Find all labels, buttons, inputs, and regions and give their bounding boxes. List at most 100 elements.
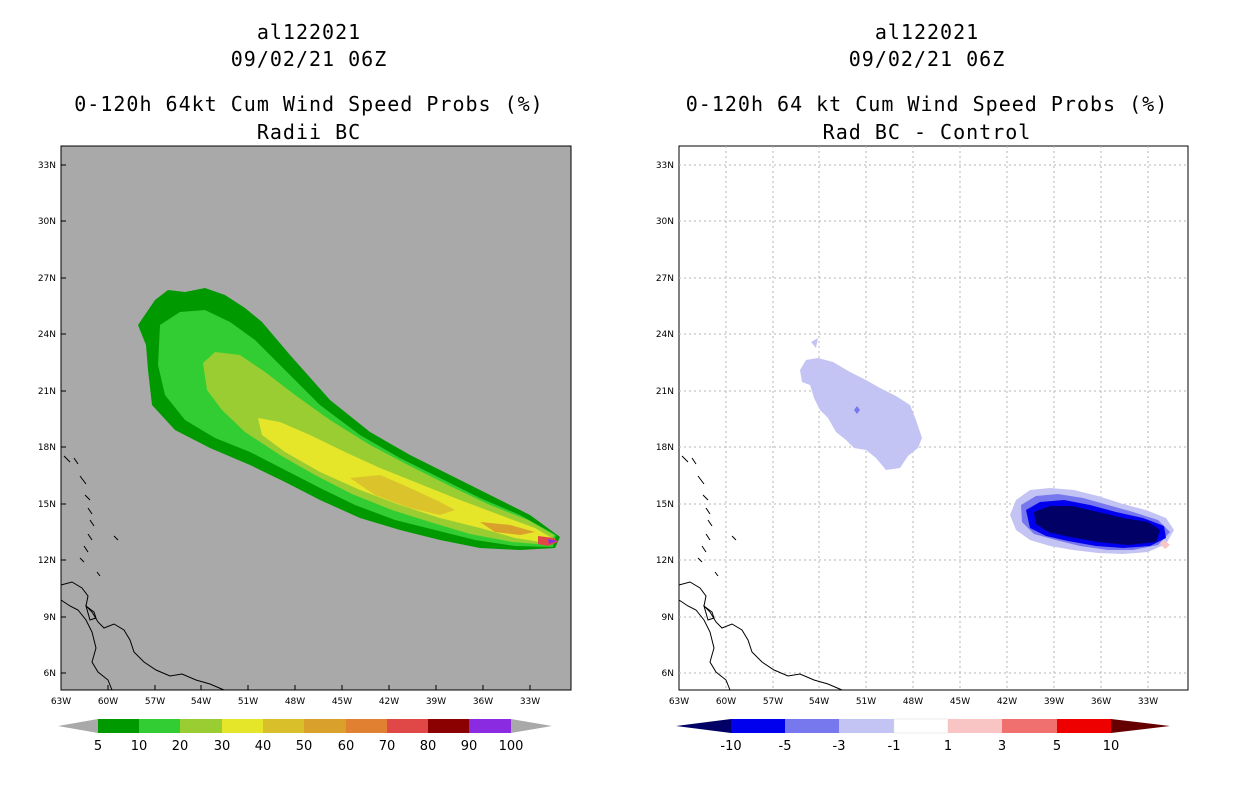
colorbar-box — [346, 719, 387, 733]
colorbar-box — [222, 719, 263, 733]
lat-labels: 33N 30N 27N 24N 21N 18N 15N 12N 9N 6N — [38, 161, 56, 679]
chart-title: 0-120h 64 kt Cum Wind Speed Probs (%) — [685, 92, 1169, 116]
lon-label: 39W — [426, 697, 446, 707]
colorbar-label: 60 — [338, 739, 355, 754]
lat-label: 12N — [38, 556, 56, 566]
chart-title: 0-120h 64kt Cum Wind Speed Probs (%) — [74, 92, 544, 116]
lat-label: 24N — [38, 330, 56, 340]
colorbar-label: 70 — [379, 739, 396, 754]
lon-label: 48W — [285, 697, 305, 707]
left-map-svg: 33N 30N 27N 24N 21N 18N 15N 12N 9N 6N 63… — [38, 145, 572, 754]
colorbar-box — [428, 719, 469, 733]
colorbar-box — [948, 719, 1002, 733]
lon-labels: 63W 60W 57W 54W 51W 48W 45W 42W 39W 36W … — [51, 697, 540, 707]
lon-label: 42W — [379, 697, 399, 707]
lon-label: 33W — [1138, 697, 1158, 707]
colorbar-label: 10 — [131, 739, 148, 754]
negative-region-northwest — [800, 358, 922, 470]
colorbar-label: 90 — [461, 739, 478, 754]
colorbar-box — [469, 719, 511, 733]
lon-label: 54W — [809, 697, 829, 707]
lat-label: 27N — [656, 274, 674, 284]
positive-speck — [1160, 540, 1170, 549]
colorbar-label: 50 — [296, 739, 313, 754]
right-map-svg: 33N 30N 27N 24N 21N 18N 15N 12N 9N 6N 63… — [656, 145, 1189, 754]
lon-label: 45W — [332, 697, 352, 707]
island-trinidad — [703, 604, 715, 621]
coast-south-america — [60, 581, 225, 691]
colorbar-label: 10 — [1103, 739, 1120, 754]
colorbar-label: 5 — [1053, 739, 1061, 754]
lon-labels: 63W 60W 57W 54W 51W 48W 45W 42W 39W 36W … — [669, 697, 1158, 707]
lon-label: 48W — [903, 697, 923, 707]
colorbar-label: -1 — [888, 739, 901, 754]
colorbar — [58, 719, 552, 733]
lat-label: 33N — [38, 161, 56, 171]
negative-dot — [854, 406, 860, 414]
colorbar-label: -10 — [720, 739, 741, 754]
lat-label: 6N — [662, 669, 674, 679]
lat-label: 21N — [38, 387, 56, 397]
lat-label: 33N — [656, 161, 674, 171]
coastlines — [60, 455, 225, 691]
colorbar-label: 100 — [499, 739, 524, 754]
datetime: 09/02/21 06Z — [848, 47, 1006, 71]
colorbar-label: 80 — [420, 739, 437, 754]
islands-lesser-antilles — [681, 455, 737, 577]
lon-label: 54W — [191, 697, 211, 707]
lon-label: 51W — [856, 697, 876, 707]
lat-label: 15N — [38, 500, 56, 510]
lat-label: 6N — [44, 669, 56, 679]
lat-label: 24N — [656, 330, 674, 340]
lon-label: 60W — [98, 697, 118, 707]
lon-label: 45W — [950, 697, 970, 707]
colorbar-label: 20 — [172, 739, 189, 754]
colorbar-box — [263, 719, 304, 733]
lat-label: 12N — [656, 556, 674, 566]
colorbar-box — [1002, 719, 1057, 733]
colorbar-label: 5 — [94, 739, 102, 754]
colorbar-over-arrow — [511, 719, 552, 733]
lon-label: 39W — [1044, 697, 1064, 707]
map-background — [678, 145, 1189, 691]
difference-contours — [800, 338, 1174, 554]
coastlines — [678, 455, 843, 691]
lon-label: 42W — [997, 697, 1017, 707]
negative-speck — [811, 338, 818, 348]
lat-label: 18N — [656, 443, 674, 453]
lat-label: 30N — [656, 217, 674, 227]
colorbar-box — [893, 718, 949, 734]
datetime: 09/02/21 06Z — [230, 47, 388, 71]
chart-subtitle: Rad BC - Control — [822, 120, 1032, 144]
colorbar-label: 30 — [214, 739, 231, 754]
colorbar-label: 40 — [255, 739, 272, 754]
colorbar-box — [731, 719, 785, 733]
lon-label: 36W — [473, 697, 493, 707]
colorbar-box — [139, 719, 180, 733]
contour-90 — [548, 539, 557, 544]
colorbar-box — [98, 719, 139, 733]
colorbar-label: -3 — [833, 739, 846, 754]
chart-subtitle: Radii BC — [256, 120, 362, 144]
lon-label: 63W — [51, 697, 71, 707]
lat-label: 15N — [656, 500, 674, 510]
contour-minus-10 — [1034, 506, 1160, 545]
colorbar-box — [785, 719, 839, 733]
right-map-panel: al122021 09/02/21 06Z 0-120h 64 kt Cum W… — [618, 0, 1236, 800]
contour-70 — [538, 536, 558, 546]
colorbar-label: 3 — [998, 739, 1006, 754]
coast-venezuela-inland — [60, 599, 113, 691]
island-trinidad — [85, 604, 97, 621]
lat-label: 27N — [38, 274, 56, 284]
coast-south-america — [678, 581, 843, 691]
colorbar-under-arrow — [676, 719, 731, 733]
colorbar-labels: 5 10 20 30 40 50 60 70 80 90 100 — [94, 739, 524, 754]
contour-40 — [350, 475, 455, 515]
lat-labels: 33N 30N 27N 24N 21N 18N 15N 12N 9N 6N — [656, 161, 674, 679]
colorbar — [676, 718, 1170, 734]
lon-label: 51W — [238, 697, 258, 707]
contour-50 — [480, 522, 535, 535]
lon-label: 63W — [669, 697, 689, 707]
colorbar-box — [304, 719, 346, 733]
lon-label: 57W — [763, 697, 783, 707]
